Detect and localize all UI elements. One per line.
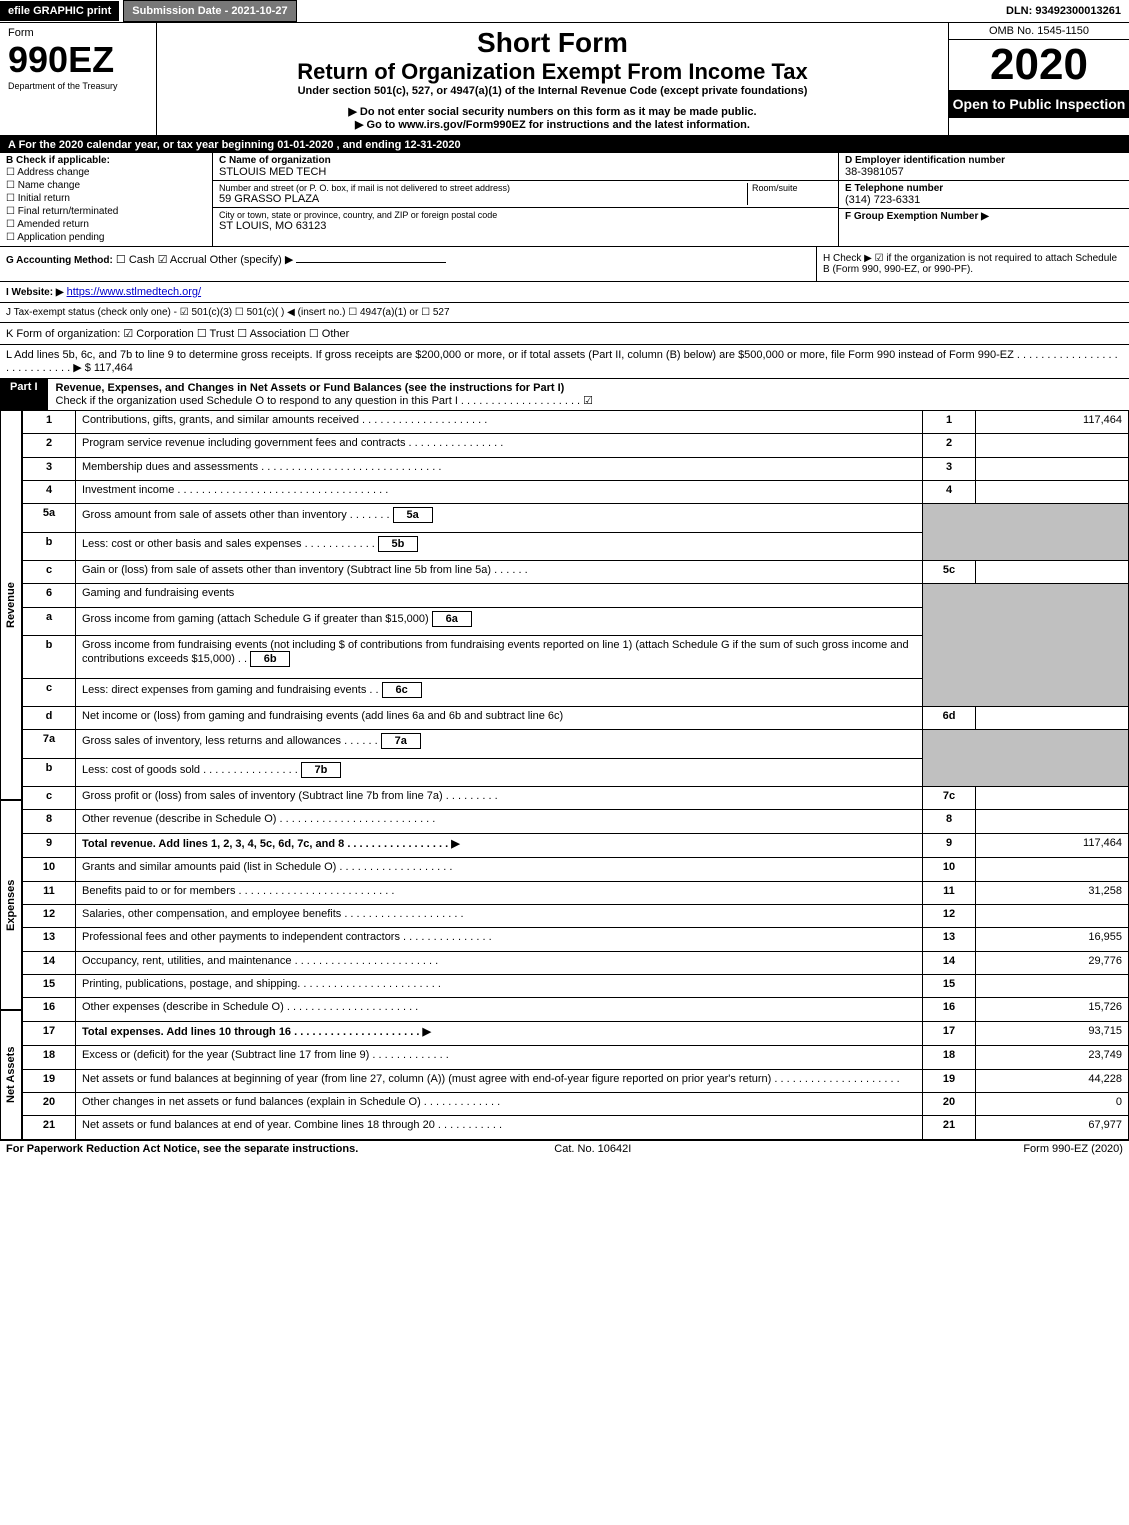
street-value: 59 GRASSO PLAZA: [219, 193, 747, 205]
line-19: 19Net assets or fund balances at beginni…: [23, 1069, 1129, 1092]
ein-value: 38-3981057: [845, 166, 1123, 178]
form-number: 990EZ: [8, 39, 148, 81]
line-7c: cGross profit or (loss) from sales of in…: [23, 787, 1129, 810]
cb-application-pending[interactable]: ☐ Application pending: [6, 231, 206, 244]
line-5a: 5aGross amount from sale of assets other…: [23, 504, 1129, 532]
line-21: 21Net assets or fund balances at end of …: [23, 1116, 1129, 1140]
line-11: 11Benefits paid to or for members . . . …: [23, 881, 1129, 904]
paperwork-notice: For Paperwork Reduction Act Notice, see …: [6, 1143, 358, 1155]
city-value: ST LOUIS, MO 63123: [219, 220, 832, 232]
line-1: 1Contributions, gifts, grants, and simil…: [23, 411, 1129, 434]
cb-accrual[interactable]: ☑ Accrual: [158, 254, 207, 266]
top-bar: efile GRAPHIC print Submission Date - 20…: [0, 0, 1129, 23]
line-13: 13Professional fees and other payments t…: [23, 928, 1129, 951]
line-4: 4Investment income . . . . . . . . . . .…: [23, 481, 1129, 504]
open-public-label: Open to Public Inspection: [949, 90, 1129, 118]
submission-date: Submission Date - 2021-10-27: [123, 0, 296, 22]
cb-address-change[interactable]: ☐ Address change: [6, 166, 206, 179]
form-ref: Form 990-EZ (2020): [1023, 1143, 1123, 1155]
box-f-label: F Group Exemption Number ▶: [845, 211, 1123, 222]
lines-table: 1Contributions, gifts, grants, and simil…: [22, 410, 1129, 1140]
cb-final-return[interactable]: ☐ Final return/terminated: [6, 205, 206, 218]
dept-label: Department of the Treasury: [8, 81, 148, 91]
line-6: 6Gaming and fundraising events: [23, 584, 1129, 607]
cb-initial-return[interactable]: ☐ Initial return: [6, 192, 206, 205]
line-14: 14Occupancy, rent, utilities, and mainte…: [23, 951, 1129, 974]
return-title: Return of Organization Exempt From Incom…: [161, 59, 944, 85]
cb-amended-return[interactable]: ☐ Amended return: [6, 218, 206, 231]
line-17: 17Total expenses. Add lines 10 through 1…: [23, 1021, 1129, 1046]
omb-number: OMB No. 1545-1150: [949, 23, 1129, 40]
line-2: 2Program service revenue including gover…: [23, 434, 1129, 457]
efile-label: efile GRAPHIC print: [0, 1, 119, 21]
box-i-label: I Website: ▶: [6, 287, 64, 298]
box-e-label: E Telephone number: [845, 183, 1123, 194]
line-6d: dNet income or (loss) from gaming and fu…: [23, 707, 1129, 730]
tax-year: 2020: [949, 40, 1129, 90]
line-3: 3Membership dues and assessments . . . .…: [23, 457, 1129, 480]
phone-value: (314) 723-6331: [845, 194, 1123, 206]
cb-other[interactable]: Other (specify) ▶: [210, 254, 294, 266]
under-section: Under section 501(c), 527, or 4947(a)(1)…: [161, 85, 944, 97]
no-ssn-note: ▶ Do not enter social security numbers o…: [161, 105, 944, 118]
section-a-period: A For the 2020 calendar year, or tax yea…: [0, 137, 1129, 153]
box-c-label: C Name of organization: [219, 155, 832, 166]
street-label: Number and street (or P. O. box, if mail…: [219, 183, 747, 193]
info-grid: B Check if applicable: ☐ Address change …: [0, 153, 1129, 247]
part1-title: Revenue, Expenses, and Changes in Net As…: [56, 382, 565, 394]
line-12: 12Salaries, other compensation, and empl…: [23, 904, 1129, 927]
revenue-vert-label: Revenue: [0, 410, 22, 800]
box-h-text: H Check ▶ ☑ if the organization is not r…: [816, 247, 1129, 281]
goto-link[interactable]: ▶ Go to www.irs.gov/Form990EZ for instru…: [161, 118, 944, 131]
dln: DLN: 93492300013261: [998, 1, 1129, 21]
box-j-text: J Tax-exempt status (check only one) - ☑…: [0, 303, 1129, 323]
line-8: 8Other revenue (describe in Schedule O) …: [23, 810, 1129, 833]
part1-label: Part I: [0, 379, 48, 410]
short-form-title: Short Form: [161, 27, 944, 59]
box-l-text: L Add lines 5b, 6c, and 7b to line 9 to …: [0, 345, 1129, 379]
org-name: STLOUIS MED TECH: [219, 166, 832, 178]
form-word: Form: [8, 27, 148, 39]
footer: For Paperwork Reduction Act Notice, see …: [0, 1140, 1129, 1157]
line-10: 10Grants and similar amounts paid (list …: [23, 858, 1129, 881]
netassets-vert-label: Net Assets: [0, 1010, 22, 1140]
line-7a: 7aGross sales of inventory, less returns…: [23, 730, 1129, 758]
line-9: 9Total revenue. Add lines 1, 2, 3, 4, 5c…: [23, 833, 1129, 858]
room-suite-label: Room/suite: [747, 183, 832, 205]
cb-name-change[interactable]: ☐ Name change: [6, 179, 206, 192]
line-20: 20Other changes in net assets or fund ba…: [23, 1092, 1129, 1115]
website-link[interactable]: https://www.stlmedtech.org/: [67, 286, 202, 298]
line-16: 16Other expenses (describe in Schedule O…: [23, 998, 1129, 1021]
form-header: Form 990EZ Department of the Treasury Sh…: [0, 23, 1129, 137]
expenses-vert-label: Expenses: [0, 800, 22, 1010]
cb-cash[interactable]: ☐ Cash: [116, 254, 155, 266]
box-k-text: K Form of organization: ☑ Corporation ☐ …: [0, 323, 1129, 345]
city-label: City or town, state or province, country…: [219, 210, 832, 220]
line-18: 18Excess or (deficit) for the year (Subt…: [23, 1046, 1129, 1069]
part1-check-text: Check if the organization used Schedule …: [56, 395, 594, 407]
part1-body: Revenue Expenses Net Assets 1Contributio…: [0, 410, 1129, 1140]
box-d-label: D Employer identification number: [845, 155, 1123, 166]
box-g-label: G Accounting Method:: [6, 255, 113, 266]
box-b-title: B Check if applicable:: [6, 155, 206, 166]
line-5c: cGain or (loss) from sale of assets othe…: [23, 560, 1129, 583]
line-15: 15Printing, publications, postage, and s…: [23, 975, 1129, 998]
cat-no: Cat. No. 10642I: [554, 1143, 631, 1155]
